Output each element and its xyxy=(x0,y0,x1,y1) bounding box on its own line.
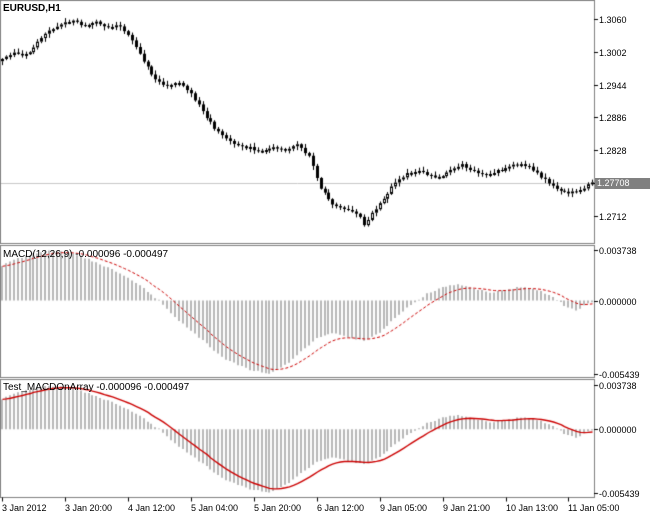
panel-separator-2[interactable] xyxy=(0,377,594,380)
symbol-title: EURUSD,H1 xyxy=(3,3,61,14)
macd-axis-label: -0.005439 xyxy=(599,370,640,380)
time-axis-label: 11 Jan 05:00 xyxy=(568,503,620,513)
time-axis-label: 5 Jan 04:00 xyxy=(191,503,239,513)
time-axis-label: 9 Jan 05:00 xyxy=(380,503,428,513)
time-axis-label: 4 Jan 12:00 xyxy=(128,503,176,513)
price-axis-label: 1.2886 xyxy=(599,113,627,123)
time-axis-label: 5 Jan 20:00 xyxy=(254,503,302,513)
time-axis-label: 10 Jan 13:00 xyxy=(506,503,559,513)
price-axis-label: 1.2712 xyxy=(599,212,627,222)
time-axis-label: 6 Jan 12:00 xyxy=(317,503,365,513)
array-axis-label: -0.005439 xyxy=(599,489,640,499)
price-axis-label: 1.3060 xyxy=(599,15,627,25)
price-axis-label: 1.2828 xyxy=(599,146,627,156)
array-axis-label: 0.000000 xyxy=(599,425,637,435)
price-axis-label: 1.3002 xyxy=(599,48,627,58)
price-axis-label: 1.2944 xyxy=(599,81,627,91)
time-axis-label: 3 Jan 2012 xyxy=(2,503,47,513)
current-price-tag: 1.27708 xyxy=(595,177,650,189)
macd-panel-title: MACD(12,26,9) -0.000096 -0.000497 xyxy=(3,249,169,260)
time-axis-label: 3 Jan 20:00 xyxy=(65,503,113,513)
macd-axis-label: 0.000000 xyxy=(599,297,637,307)
panel-separator-1[interactable] xyxy=(0,243,594,246)
macd-axis-label: 0.003738 xyxy=(599,246,637,256)
time-axis-label: 9 Jan 21:00 xyxy=(443,503,491,513)
array-axis-label: 0.003738 xyxy=(599,381,637,391)
array-panel-title: Test_MACDOnArray -0.000096 -0.000497 xyxy=(3,382,190,393)
